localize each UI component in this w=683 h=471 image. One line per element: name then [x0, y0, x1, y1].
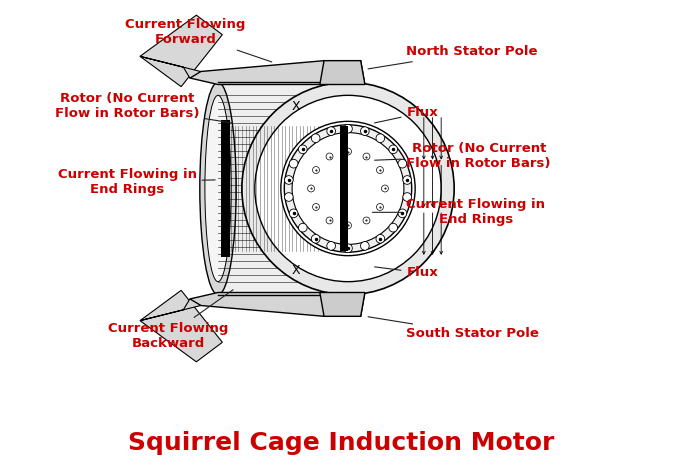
Text: North Stator Pole: North Stator Pole: [368, 46, 538, 69]
Polygon shape: [140, 290, 223, 362]
Circle shape: [382, 185, 389, 192]
Circle shape: [311, 235, 320, 243]
Circle shape: [398, 209, 407, 218]
Circle shape: [326, 217, 333, 224]
Circle shape: [298, 223, 307, 232]
Circle shape: [285, 176, 293, 184]
Circle shape: [327, 127, 335, 136]
Circle shape: [326, 153, 333, 160]
Text: Rotor (No Current
Flow in Rotor Bars): Rotor (No Current Flow in Rotor Bars): [374, 142, 551, 170]
Polygon shape: [218, 82, 348, 295]
Circle shape: [298, 145, 307, 154]
Text: South Stator Pole: South Stator Pole: [368, 317, 540, 340]
Text: Flux: Flux: [374, 267, 438, 279]
Circle shape: [376, 134, 385, 143]
Polygon shape: [320, 61, 365, 84]
Circle shape: [327, 242, 335, 250]
Circle shape: [313, 167, 320, 173]
Circle shape: [389, 223, 398, 232]
Text: Current Flowing in
End Rings: Current Flowing in End Rings: [57, 168, 215, 196]
Circle shape: [242, 82, 454, 295]
Text: Squirrel Cage Induction Motor: Squirrel Cage Induction Motor: [128, 430, 555, 455]
Polygon shape: [320, 292, 365, 317]
Ellipse shape: [200, 82, 236, 295]
Circle shape: [398, 159, 407, 168]
Circle shape: [344, 222, 352, 229]
Circle shape: [376, 203, 383, 211]
Polygon shape: [190, 292, 365, 317]
Circle shape: [344, 244, 352, 252]
FancyBboxPatch shape: [221, 121, 230, 257]
Circle shape: [285, 193, 293, 201]
FancyBboxPatch shape: [340, 126, 348, 252]
Circle shape: [403, 193, 412, 201]
Circle shape: [284, 125, 412, 252]
Polygon shape: [140, 57, 201, 78]
Circle shape: [290, 159, 298, 168]
Circle shape: [307, 185, 315, 192]
Circle shape: [255, 95, 441, 282]
Polygon shape: [190, 61, 365, 84]
Circle shape: [313, 203, 320, 211]
Circle shape: [376, 167, 383, 173]
Circle shape: [403, 176, 412, 184]
Text: Flux: Flux: [374, 106, 438, 123]
Text: X: X: [292, 100, 301, 113]
Circle shape: [363, 153, 370, 160]
Text: Current Flowing in
End Rings: Current Flowing in End Rings: [372, 198, 546, 227]
Circle shape: [376, 235, 385, 243]
Ellipse shape: [205, 95, 231, 282]
Circle shape: [361, 127, 370, 136]
Circle shape: [361, 242, 370, 250]
Circle shape: [363, 217, 370, 224]
Circle shape: [290, 209, 298, 218]
Circle shape: [281, 122, 415, 256]
Text: Current Flowing
Forward: Current Flowing Forward: [125, 18, 272, 62]
Circle shape: [344, 124, 352, 133]
Text: X: X: [292, 264, 301, 277]
Circle shape: [389, 145, 398, 154]
Circle shape: [344, 148, 352, 155]
Polygon shape: [140, 15, 223, 87]
Text: Current Flowing
Backward: Current Flowing Backward: [108, 290, 233, 350]
Circle shape: [311, 134, 320, 143]
Polygon shape: [140, 299, 201, 321]
Text: Rotor (No Current
Flow in Rotor Bars): Rotor (No Current Flow in Rotor Bars): [55, 92, 233, 123]
Circle shape: [292, 133, 404, 244]
